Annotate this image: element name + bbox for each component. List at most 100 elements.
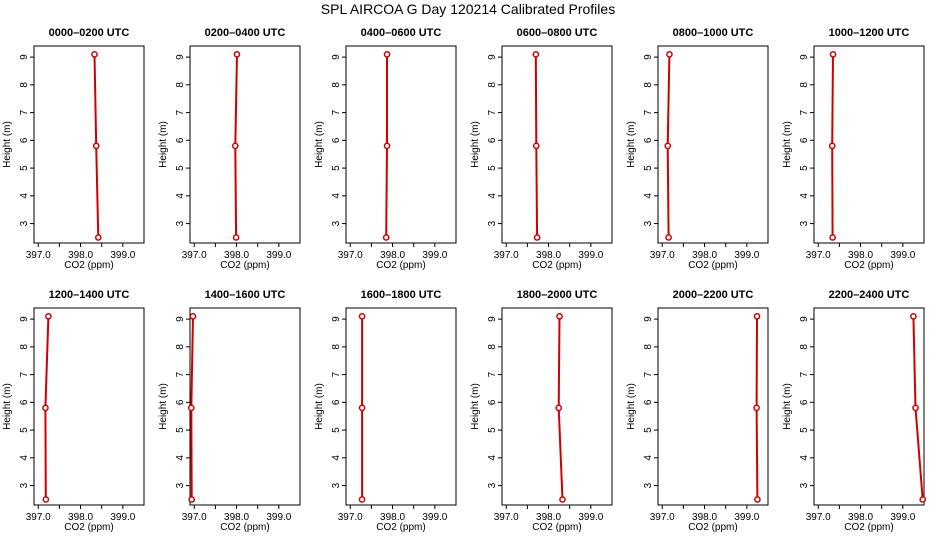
plot-frame <box>189 307 301 506</box>
x-tick-label: 398.0 <box>692 512 717 523</box>
y-tick-label: 7 <box>643 371 654 377</box>
y-tick-label: 3 <box>643 482 654 488</box>
data-point <box>666 50 673 58</box>
y-tick-label: 7 <box>487 371 498 377</box>
data-point <box>358 312 366 320</box>
y-tick-label: 9 <box>331 54 342 60</box>
x-tick-label: 399.0 <box>422 512 447 523</box>
x-tick-label: 398.0 <box>380 512 405 523</box>
x-tick-label: 397.0 <box>338 512 363 523</box>
panel-title: 0400–0600 UTC <box>361 27 442 39</box>
y-tick-label: 6 <box>487 399 498 405</box>
x-tick-label: 397.0 <box>26 250 51 261</box>
data-point <box>358 404 366 412</box>
data-point <box>532 142 540 150</box>
y-axis-label: Height (m) <box>470 121 481 168</box>
y-tick-label: 6 <box>331 137 342 143</box>
figure-title: SPL AIRCOA G Day 120214 Calibrated Profi… <box>320 1 616 17</box>
panel-title: 1800–2000 UTC <box>517 289 598 301</box>
data-point <box>42 404 49 412</box>
y-tick-label: 4 <box>487 193 498 199</box>
y-axis-label: Height (m) <box>314 121 325 168</box>
data-point <box>45 312 52 320</box>
x-axis-label: CO2 (ppm) <box>532 522 581 533</box>
y-tick-label: 5 <box>175 165 186 171</box>
data-point <box>187 404 195 412</box>
y-tick-label: 7 <box>19 371 30 377</box>
x-axis-label: CO2 (ppm) <box>220 522 269 533</box>
profile-panel: 2200–2400 UTC 397.0 398.0 399.0 3 4 5 6 7 8 9 CO2 (… <box>782 289 927 533</box>
x-tick-label: 397.0 <box>806 250 831 261</box>
data-point <box>188 496 196 503</box>
y-tick-label: 4 <box>487 455 498 461</box>
data-point <box>919 496 927 503</box>
y-axis-label: Height (m) <box>782 121 793 168</box>
x-axis-label: CO2 (ppm) <box>844 260 893 271</box>
plot-frame <box>501 45 613 244</box>
y-tick-label: 5 <box>487 427 498 433</box>
x-axis-label: CO2 (ppm) <box>64 260 113 271</box>
y-tick-label: 6 <box>19 399 30 405</box>
data-point <box>358 496 366 503</box>
profile-panel: 1000–1200 UTC 397.0 398.0 399.0 3 4 5 6 7 8 9 CO2 (… <box>782 27 925 271</box>
x-tick-label: 398.0 <box>224 512 249 523</box>
panel-title: 1000–1200 UTC <box>829 27 910 39</box>
profile-panel: 1800–2000 UTC 397.0 398.0 399.0 3 4 5 6 7 8 9 CO2 (… <box>470 289 613 533</box>
data-point <box>912 404 919 412</box>
x-tick-label: 397.0 <box>26 512 51 523</box>
y-tick-label: 3 <box>487 220 498 226</box>
y-tick-label: 4 <box>799 455 810 461</box>
x-axis-label: CO2 (ppm) <box>532 260 581 271</box>
y-tick-label: 5 <box>643 165 654 171</box>
x-tick-label: 399.0 <box>110 250 135 261</box>
x-tick-label: 399.0 <box>266 512 291 523</box>
y-tick-label: 3 <box>19 220 30 226</box>
plot-frame <box>657 307 769 506</box>
profile-panel: 1600–1800 UTC 397.0 398.0 399.0 3 4 5 6 7 8 9 CO2 (… <box>314 289 457 533</box>
x-tick-label: 399.0 <box>890 250 915 261</box>
y-tick-label: 8 <box>643 82 654 88</box>
y-tick-label: 9 <box>175 316 186 322</box>
plot-frame <box>501 307 613 506</box>
x-tick-label: 397.0 <box>494 512 519 523</box>
y-tick-label: 7 <box>799 109 810 115</box>
y-tick-label: 3 <box>175 482 186 488</box>
y-tick-label: 5 <box>799 427 810 433</box>
y-tick-label: 9 <box>19 316 30 322</box>
y-tick-label: 8 <box>19 82 30 88</box>
y-axis-label: Height (m) <box>314 383 325 430</box>
data-point <box>533 234 541 241</box>
y-tick-label: 3 <box>643 220 654 226</box>
y-tick-label: 7 <box>643 109 654 115</box>
y-tick-label: 9 <box>175 54 186 60</box>
y-tick-label: 9 <box>799 54 810 60</box>
y-tick-label: 8 <box>643 344 654 350</box>
y-tick-label: 5 <box>175 427 186 433</box>
plot-frame <box>189 45 301 244</box>
data-point <box>754 496 761 503</box>
y-tick-label: 8 <box>175 82 186 88</box>
plot-frame <box>33 307 145 506</box>
x-axis-label: CO2 (ppm) <box>220 260 269 271</box>
y-tick-label: 5 <box>19 165 30 171</box>
x-tick-label: 398.0 <box>848 512 873 523</box>
x-axis-label: CO2 (ppm) <box>64 522 113 533</box>
data-point <box>231 142 239 150</box>
x-tick-label: 398.0 <box>536 250 561 261</box>
y-axis-label: Height (m) <box>626 121 637 168</box>
x-axis-label: CO2 (ppm) <box>376 260 425 271</box>
data-point <box>189 312 197 320</box>
y-tick-label: 4 <box>799 193 810 199</box>
y-tick-label: 7 <box>331 371 342 377</box>
y-tick-label: 7 <box>487 109 498 115</box>
data-point <box>664 142 672 150</box>
panel-title: 2000–2200 UTC <box>673 289 754 301</box>
data-point <box>383 142 391 150</box>
y-tick-label: 9 <box>643 54 654 60</box>
y-tick-label: 9 <box>331 316 342 322</box>
y-tick-label: 7 <box>799 371 810 377</box>
y-tick-label: 8 <box>487 344 498 350</box>
y-tick-label: 3 <box>175 220 186 226</box>
profile-panel: 1400–1600 UTC 397.0 398.0 399.0 3 4 5 6 7 8 9 CO2 (… <box>158 289 301 533</box>
y-tick-label: 4 <box>175 193 186 199</box>
